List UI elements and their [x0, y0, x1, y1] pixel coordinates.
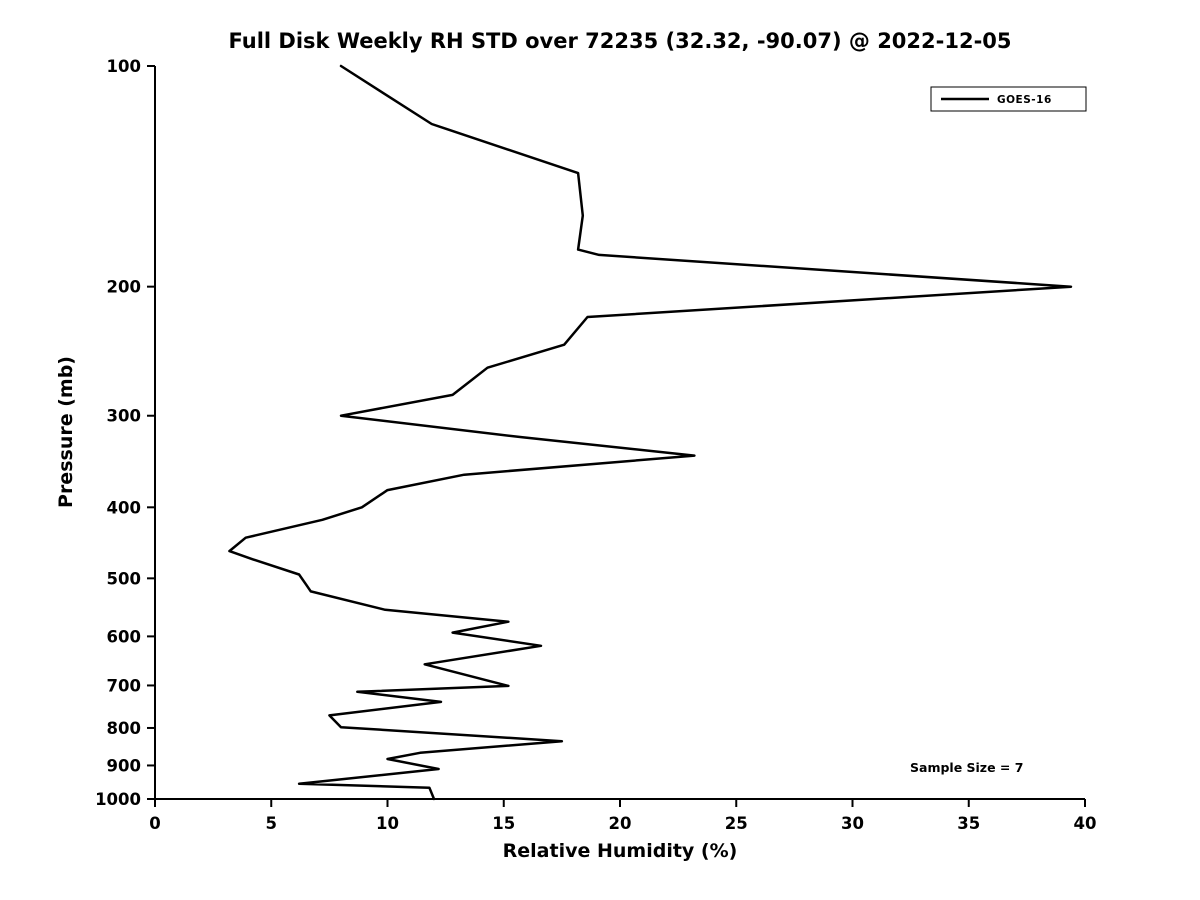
y-tick-label: 400	[107, 498, 141, 517]
plot-area: 0 5 10 15 20 25 30 35 40 100 200 300 400 500 600 700 800…	[95, 57, 1096, 833]
chart-title: Full Disk Weekly RH STD over 72235 (32.3…	[228, 29, 1011, 53]
legend-label: GOES-16	[997, 94, 1052, 106]
x-tick-label: 35	[957, 814, 980, 833]
y-tick-label: 200	[107, 278, 141, 297]
x-axis-label: Relative Humidity (%)	[503, 840, 738, 862]
y-axis-label: Pressure (mb)	[55, 356, 77, 508]
y-tick-label: 600	[107, 627, 141, 646]
y-tick-label: 1000	[95, 790, 141, 809]
sample-size-annotation: Sample Size = 7	[910, 760, 1023, 775]
rh-profile-line	[228, 64, 1073, 801]
x-tick-label: 40	[1074, 814, 1097, 833]
x-tick-label: 5	[266, 814, 277, 833]
x-tick-label: 30	[841, 814, 864, 833]
y-tick-label: 500	[107, 569, 141, 588]
y-tick-label: 900	[107, 756, 141, 775]
y-tick-label: 700	[107, 676, 141, 695]
y-tick-label: 300	[107, 407, 141, 426]
y-tick-label: 100	[107, 57, 141, 76]
x-tick-label: 10	[376, 814, 399, 833]
x-tick-label: 25	[725, 814, 748, 833]
x-tick-label: 0	[149, 814, 160, 833]
x-tick-label: 15	[492, 814, 515, 833]
legend: GOES-16	[930, 86, 1087, 112]
y-tick-label: 800	[107, 719, 141, 738]
x-tick-label: 20	[609, 814, 632, 833]
